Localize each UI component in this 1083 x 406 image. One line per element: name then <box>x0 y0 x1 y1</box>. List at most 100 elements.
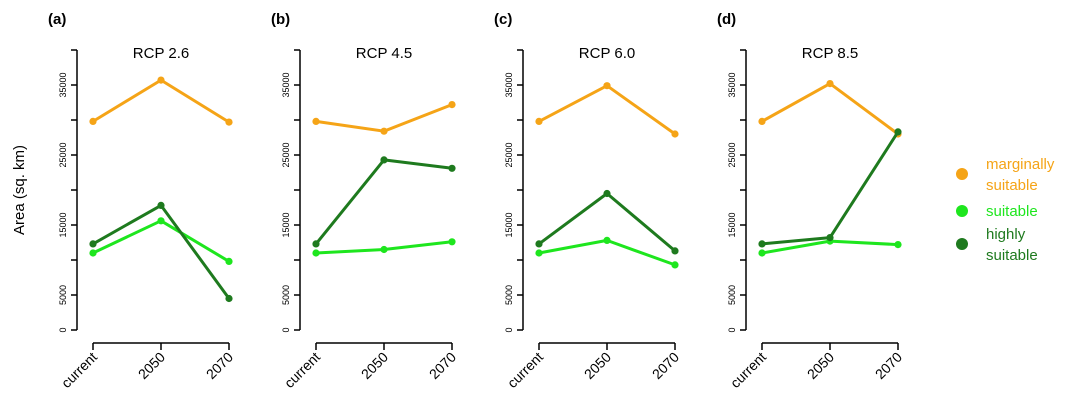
legend-item: marginally suitable <box>956 156 1055 194</box>
panel-label: (a) <box>48 11 66 28</box>
y-tick-label: 25000 <box>504 142 514 167</box>
panel-c: (c) RCP 6.0 0 5000 15000 25000 35000 current 205… <box>494 11 682 391</box>
series-highly-suitable <box>535 189 679 255</box>
data-point <box>671 261 679 269</box>
y-tick-label: 0 <box>281 327 291 332</box>
panel-label: (d) <box>717 11 736 28</box>
data-point <box>225 294 233 303</box>
data-point <box>894 241 902 249</box>
legend-label: suitable <box>986 203 1038 220</box>
series-suitable <box>89 217 233 265</box>
panel-title: RCP 6.0 <box>579 45 635 62</box>
series-highly-suitable <box>758 128 902 248</box>
series-highly-suitable <box>312 156 456 248</box>
data-point <box>89 249 97 257</box>
panel-title: RCP 4.5 <box>356 45 412 62</box>
series-suitable <box>312 238 456 257</box>
legend-item: highly suitable <box>956 226 1038 264</box>
data-point <box>448 238 456 246</box>
data-point <box>535 240 543 248</box>
series-line <box>538 238 676 267</box>
data-point <box>380 245 388 254</box>
series-marginally-suitable <box>312 101 456 135</box>
legend-marker <box>956 238 968 250</box>
legend-marker <box>956 168 968 180</box>
series-marginally-suitable <box>89 76 233 126</box>
y-tick-label: 0 <box>727 327 737 332</box>
x-tick-label: current <box>58 349 100 391</box>
y-tick-label: 15000 <box>504 212 514 237</box>
series-marginally-suitable <box>535 82 679 138</box>
data-point <box>671 130 679 138</box>
x-tick-label: 2050 <box>804 349 837 382</box>
series-line <box>538 84 676 136</box>
data-point <box>603 82 611 90</box>
y-tick-label: 35000 <box>281 72 291 97</box>
panel-b: (b) RCP 4.5 0 5000 15000 25000 35000 current 205… <box>271 11 459 391</box>
x-tick-label: current <box>504 349 546 391</box>
data-point <box>894 128 902 136</box>
data-point <box>535 249 543 257</box>
legend-label: marginally <box>986 156 1055 173</box>
series-line <box>315 103 453 133</box>
panel-title: RCP 8.5 <box>802 45 858 62</box>
series-highly-suitable <box>89 201 233 303</box>
x-tick-label: 2070 <box>649 349 682 382</box>
y-tick-label: 15000 <box>727 212 737 237</box>
y-tick-label: 35000 <box>58 72 68 97</box>
data-point <box>157 76 165 84</box>
data-point <box>448 101 456 109</box>
data-point <box>826 234 834 242</box>
series-line <box>92 219 230 263</box>
panel-d: (d) RCP 8.5 0 5000 15000 25000 35000 current 205… <box>717 11 905 391</box>
data-point <box>380 127 388 135</box>
data-point <box>671 247 679 255</box>
y-tick-label: 25000 <box>281 142 291 167</box>
panel-label: (b) <box>271 11 290 28</box>
y-tick-label: 15000 <box>281 212 291 237</box>
y-tick-label: 5000 <box>281 285 291 305</box>
legend-marker <box>956 205 968 217</box>
y-tick-label: 25000 <box>727 142 737 167</box>
x-tick-label: current <box>281 349 323 391</box>
series-line <box>761 131 900 246</box>
x-tick-label: 2070 <box>426 349 459 382</box>
legend-label: highly <box>986 226 1026 243</box>
data-point <box>312 240 320 248</box>
panel-label: (c) <box>494 11 512 28</box>
data-point <box>225 118 233 126</box>
data-point <box>448 164 456 172</box>
data-point <box>380 156 388 164</box>
x-tick-label: 2050 <box>135 349 168 382</box>
data-point <box>157 217 165 225</box>
y-tick-label: 0 <box>504 327 514 332</box>
panel-title: RCP 2.6 <box>133 45 189 62</box>
data-point <box>826 80 834 88</box>
y-tick-label: 0 <box>58 327 68 332</box>
legend-label: suitable <box>986 247 1038 264</box>
data-point <box>312 117 320 125</box>
x-tick-label: 2050 <box>581 349 614 382</box>
data-point <box>603 189 611 198</box>
legend-label: suitable <box>986 177 1038 194</box>
series-line <box>314 158 453 245</box>
series-line <box>761 82 899 136</box>
y-tick-label: 35000 <box>727 72 737 97</box>
y-tick-label: 5000 <box>727 285 737 305</box>
x-tick-label: 2050 <box>358 349 391 382</box>
series-marginally-suitable <box>758 80 902 138</box>
x-tick-label: 2070 <box>203 349 236 382</box>
data-point <box>157 201 165 209</box>
legend: marginally suitable suitable highly suitable <box>956 156 1055 264</box>
x-tick-label: 2070 <box>872 349 905 382</box>
data-point <box>89 117 97 125</box>
y-tick-label: 15000 <box>58 212 68 237</box>
data-point <box>535 117 543 125</box>
y-axis-label: Area (sq. km) <box>11 145 28 235</box>
y-tick-label: 25000 <box>58 142 68 167</box>
panels: (a) RCP 2.6 0 5000 15000 25000 35000 current 205… <box>48 11 905 391</box>
data-point <box>603 236 611 244</box>
y-tick-label: 5000 <box>58 285 68 305</box>
